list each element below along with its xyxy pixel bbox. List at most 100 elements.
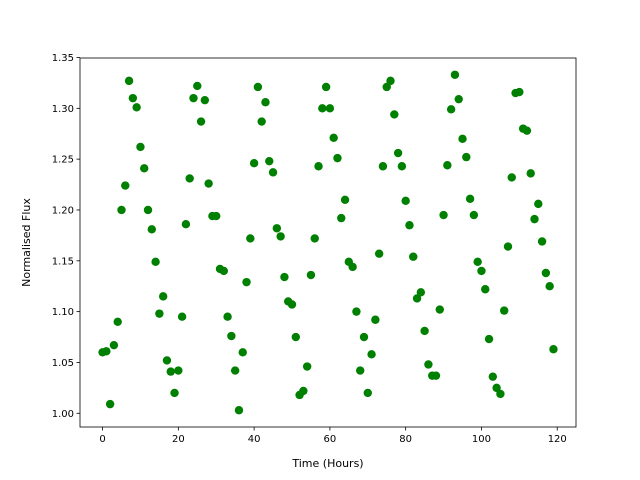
data-point	[117, 205, 126, 215]
data-point	[318, 104, 327, 113]
data-point	[446, 105, 456, 114]
data-point	[435, 305, 444, 314]
x-axis-label: Time (Hours)	[291, 457, 363, 470]
data-point	[321, 82, 331, 92]
data-point	[310, 234, 319, 243]
data-point	[541, 268, 551, 278]
data-point	[545, 282, 554, 291]
data-point	[246, 234, 255, 243]
data-point	[450, 70, 460, 79]
data-point	[200, 95, 210, 105]
data-point	[371, 315, 380, 324]
data-point	[143, 205, 153, 215]
data-point	[196, 117, 206, 126]
data-point	[420, 326, 429, 336]
data-point	[109, 340, 119, 350]
data-point	[340, 195, 350, 205]
data-point	[405, 221, 414, 230]
data-point	[473, 257, 482, 267]
data-point	[526, 169, 535, 178]
data-point	[249, 159, 259, 168]
data-point	[280, 272, 289, 282]
x-tick-label: 20	[172, 434, 185, 445]
data-point	[416, 288, 426, 297]
data-point	[121, 181, 130, 190]
data-point	[234, 406, 244, 415]
data-point	[162, 356, 172, 365]
data-point	[530, 214, 539, 224]
data-point	[158, 292, 168, 301]
data-point	[431, 371, 441, 380]
data-point	[378, 162, 388, 171]
data-point	[329, 133, 338, 142]
data-point	[177, 312, 187, 321]
y-tick-label: 1.25	[52, 155, 74, 166]
data-point	[492, 383, 501, 393]
data-point	[265, 156, 274, 166]
data-point	[227, 331, 236, 341]
data-point	[496, 389, 505, 399]
data-point	[333, 153, 342, 163]
data-point	[363, 388, 372, 398]
y-tick-label: 1.35	[52, 53, 74, 64]
x-tick-label: 0	[99, 434, 105, 445]
data-point	[268, 168, 278, 177]
data-point	[105, 399, 115, 409]
data-point	[314, 162, 323, 171]
data-point	[348, 262, 357, 272]
data-point	[397, 162, 407, 171]
data-point	[515, 87, 524, 97]
data-point	[484, 334, 494, 344]
data-point	[193, 81, 202, 91]
data-point	[223, 312, 232, 321]
data-point	[352, 307, 361, 316]
data-point	[382, 82, 391, 92]
x-tick-label: 120	[548, 434, 567, 445]
data-point	[219, 266, 228, 276]
data-point	[401, 196, 410, 206]
data-point	[238, 348, 247, 357]
data-point	[424, 360, 433, 369]
data-point	[356, 366, 365, 375]
y-tick-label: 1.20	[52, 205, 74, 216]
x-tick-label: 60	[324, 434, 337, 445]
data-point	[185, 174, 194, 183]
data-point	[549, 345, 558, 354]
data-point	[140, 164, 149, 173]
data-point	[503, 242, 513, 251]
data-point	[242, 277, 251, 287]
data-point	[507, 173, 516, 182]
data-point	[113, 317, 122, 326]
data-point	[359, 332, 369, 342]
data-point	[386, 76, 395, 86]
y-tick-label: 1.15	[52, 256, 74, 267]
data-point	[124, 76, 134, 86]
data-point	[325, 104, 335, 113]
data-point	[102, 347, 111, 356]
data-point	[302, 362, 312, 371]
data-point	[443, 161, 452, 170]
data-point	[132, 103, 141, 112]
data-point	[299, 386, 308, 396]
x-tick-label: 80	[399, 434, 412, 445]
data-point	[212, 211, 221, 221]
data-point	[204, 179, 213, 188]
data-point	[488, 372, 498, 381]
y-tick-label: 1.30	[52, 104, 74, 115]
data-point	[337, 213, 346, 223]
data-point	[166, 367, 175, 376]
data-point	[276, 232, 285, 241]
data-point	[481, 285, 490, 294]
data-point	[439, 210, 448, 220]
data-point	[454, 94, 463, 104]
data-point	[170, 388, 179, 398]
data-point	[390, 110, 399, 119]
data-point	[291, 332, 300, 342]
data-point	[181, 220, 191, 229]
data-point	[412, 294, 422, 303]
data-point	[367, 350, 376, 359]
y-axis-label: Normalised Flux	[20, 198, 33, 287]
y-tick-label: 1.00	[52, 409, 74, 420]
